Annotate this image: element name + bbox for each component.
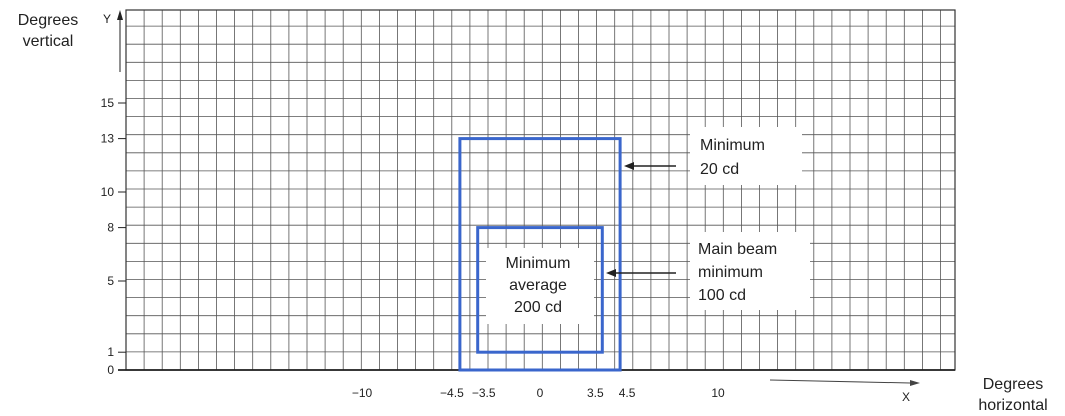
outer-callout-line1: Minimum xyxy=(700,137,765,154)
y-tick-label: 15 xyxy=(101,96,115,110)
inner-callout-line2: minimum xyxy=(698,264,763,281)
y-tick-label: 8 xyxy=(107,221,114,235)
x-tick-label: −3.5 xyxy=(472,386,496,400)
x-tick-label: −4.5 xyxy=(440,386,464,400)
y-tick-label: 13 xyxy=(101,132,115,146)
x-tick-label: 10 xyxy=(711,386,725,400)
outer-callout-arrowhead xyxy=(624,162,634,170)
y-tick-label: 0 xyxy=(107,363,114,377)
inner-zone-label-line3: 200 cd xyxy=(514,299,562,316)
y-tick-label: 10 xyxy=(101,185,115,199)
x-tick-label: 4.5 xyxy=(619,386,636,400)
x-axis-title-line2: horizontal xyxy=(978,397,1047,414)
y-tick-label: 5 xyxy=(107,274,114,288)
inner-zone-label-bg xyxy=(486,248,594,324)
x-tick-labels: −10 −4.5 −3.5 0 3.5 4.5 10 xyxy=(352,386,725,400)
y-axis-title-line2: vertical xyxy=(23,33,74,50)
y-axis-title-line1: Degrees xyxy=(18,12,78,29)
inner-zone-rect xyxy=(476,226,604,354)
y-axis-arrowhead xyxy=(117,10,123,20)
x-tick-label: 0 xyxy=(537,386,544,400)
inner-zone-label-line1: Minimum xyxy=(506,255,571,272)
x-tick-label: −10 xyxy=(352,386,373,400)
x-axis-letter: X xyxy=(902,390,910,404)
inner-zone-label-line2: average xyxy=(509,277,567,294)
inner-callout-line1: Main beam xyxy=(698,241,777,258)
y-tick-label: 1 xyxy=(107,345,114,359)
outer-zone-rect xyxy=(458,137,622,372)
x-axis-title-line1: Degrees xyxy=(983,376,1043,393)
inner-callout-bg xyxy=(690,232,810,310)
x-axis-arrow xyxy=(769,379,911,384)
outer-callout-bg xyxy=(690,127,802,185)
inner-callout-line3: 100 cd xyxy=(698,287,746,304)
y-axis-letter: Y xyxy=(103,12,111,26)
outer-callout-line2: 20 cd xyxy=(700,161,739,178)
x-axis-arrowhead xyxy=(910,380,920,386)
inner-callout-arrowhead xyxy=(606,269,616,277)
x-tick-label: 3.5 xyxy=(587,386,604,400)
